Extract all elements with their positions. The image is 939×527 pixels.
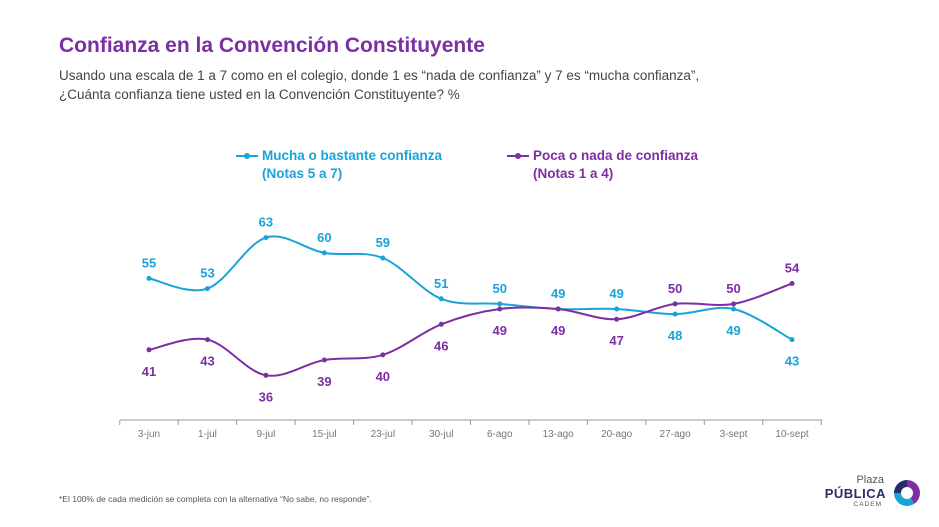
x-tick-label: 27-ago xyxy=(660,429,692,440)
legend-swatch-confianza-baja xyxy=(507,153,529,159)
legend-item-confianza-alta: Mucha o bastante confianza (Notas 5 a 7) xyxy=(236,147,442,183)
data-label: 50 xyxy=(668,281,682,296)
series-line-0 xyxy=(148,235,793,341)
logo-text-cadem: CADEM xyxy=(853,501,882,508)
x-tick-label: 20-ago xyxy=(601,429,633,440)
data-label: 50 xyxy=(492,281,506,296)
data-point xyxy=(614,306,620,312)
legend-item-confianza-baja: Poca o nada de confianza (Notas 1 a 4) xyxy=(507,147,698,183)
data-label: 43 xyxy=(785,354,799,369)
data-label: 40 xyxy=(376,369,390,384)
data-point xyxy=(614,316,620,322)
data-point xyxy=(438,321,444,327)
data-point xyxy=(204,286,210,292)
data-point xyxy=(672,311,678,317)
data-label: 36 xyxy=(259,389,273,404)
x-tick-label: 6-ago xyxy=(487,429,513,440)
legend-label-confianza-baja-line-2: (Notas 1 a 4) xyxy=(533,166,614,181)
data-label: 49 xyxy=(609,286,623,301)
data-point xyxy=(438,296,444,302)
x-tick-label: 15-jul xyxy=(312,429,336,440)
data-point xyxy=(497,306,503,312)
line-chart: 3-jun 1-jul 9-jul 15-jul 23-jul 30-jul 6-ago 13… xyxy=(119,215,822,440)
data-point xyxy=(204,337,210,343)
data-label: 53 xyxy=(200,266,214,281)
data-point xyxy=(497,301,503,307)
data-label: 47 xyxy=(609,333,623,348)
subtitle-line-2: ¿Cuánta confianza tiene usted en la Conv… xyxy=(59,87,460,102)
data-label: 49 xyxy=(551,286,565,301)
logo-mark-icon xyxy=(894,480,920,506)
data-point xyxy=(380,255,386,261)
x-tick-label: 3-sept xyxy=(720,429,748,440)
data-label: 49 xyxy=(726,323,740,338)
chart-subtitle: Usando una escala de 1 a 7 como en el co… xyxy=(59,66,819,104)
x-tick-label: 10-sept xyxy=(775,429,809,440)
x-tick-label: 1-jul xyxy=(198,429,217,440)
logo-text-plaza: Plaza xyxy=(856,474,884,486)
x-tick-label: 30-jul xyxy=(429,429,453,440)
legend-label-confianza-alta-line-2: (Notas 5 a 7) xyxy=(262,166,343,181)
data-point xyxy=(731,301,737,307)
data-label: 48 xyxy=(668,328,682,343)
data-label: 39 xyxy=(317,374,331,389)
x-tick-label: 13-ago xyxy=(543,429,575,440)
data-label: 50 xyxy=(726,281,740,296)
data-label: 55 xyxy=(142,255,156,270)
chart-title: Confianza en la Convención Constituyente xyxy=(59,34,485,57)
data-point xyxy=(731,306,737,312)
data-label: 60 xyxy=(317,230,331,245)
data-point xyxy=(789,281,795,286)
plaza-publica-logo: Plaza PÚBLICA CADEM xyxy=(824,474,926,514)
x-tick-label: 23-jul xyxy=(371,429,395,440)
data-label: 59 xyxy=(376,235,390,250)
data-point xyxy=(321,250,327,256)
data-point xyxy=(555,306,561,312)
data-point xyxy=(789,337,795,343)
data-label: 54 xyxy=(785,261,800,276)
data-point xyxy=(672,301,678,307)
data-label: 49 xyxy=(551,323,565,338)
data-point xyxy=(380,352,386,358)
data-point xyxy=(321,357,327,363)
data-label: 43 xyxy=(200,354,214,369)
data-point xyxy=(146,347,152,353)
data-label: 63 xyxy=(259,215,273,230)
data-point xyxy=(263,372,269,378)
data-label: 51 xyxy=(434,276,448,291)
data-label: 46 xyxy=(434,338,448,353)
x-tick-label: 9-jul xyxy=(256,429,275,440)
legend-label-confianza-alta-line-1: Mucha o bastante confianza xyxy=(262,148,443,163)
data-point xyxy=(146,275,152,281)
data-point xyxy=(263,235,269,241)
legend-swatch-confianza-alta xyxy=(236,153,258,159)
logo-text-publica: PÚBLICA xyxy=(824,486,886,501)
x-tick-label: 3-jun xyxy=(138,429,160,440)
series-line-1 xyxy=(148,282,793,377)
data-label: 49 xyxy=(492,323,506,338)
footnote: *El 100% de cada medición se completa co… xyxy=(59,494,372,504)
legend-label-confianza-baja-line-1: Poca o nada de confianza xyxy=(533,148,699,163)
data-label: 41 xyxy=(142,364,156,379)
subtitle-line-1: Usando una escala de 1 a 7 como en el co… xyxy=(59,68,700,83)
